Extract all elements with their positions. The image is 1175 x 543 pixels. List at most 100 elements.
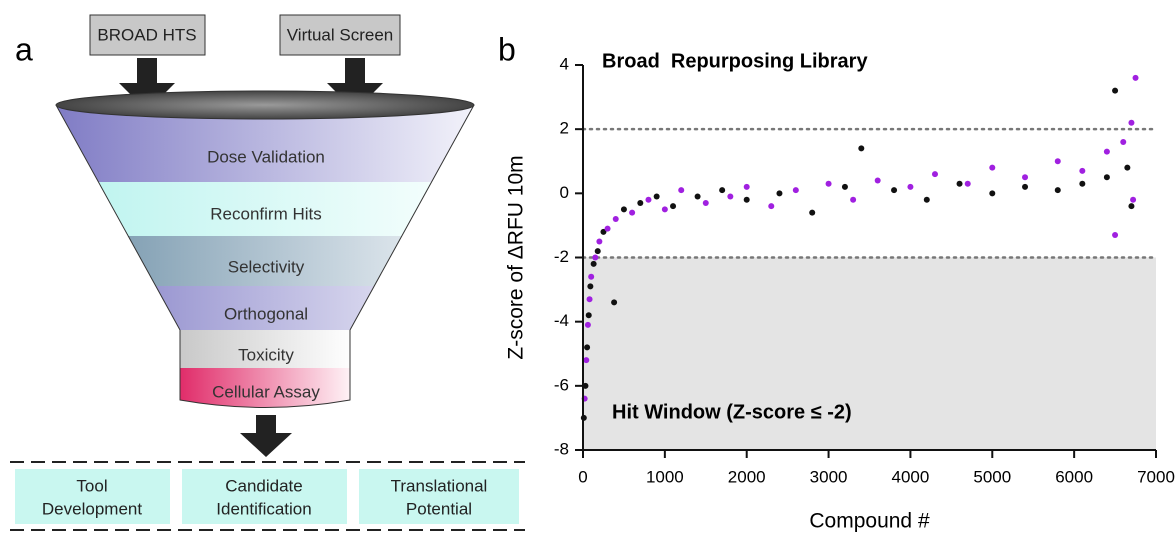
point xyxy=(1120,139,1126,145)
x-tick-label: 5000 xyxy=(973,467,1011,486)
point xyxy=(858,145,864,151)
point xyxy=(826,181,832,187)
y-tick-label: -8 xyxy=(554,439,569,458)
point xyxy=(793,187,799,193)
point xyxy=(654,194,660,200)
point xyxy=(924,197,930,203)
point xyxy=(768,203,774,209)
x-axis-label: Compound # xyxy=(809,510,930,533)
point xyxy=(1112,88,1118,94)
y-tick-label: -6 xyxy=(554,375,569,394)
point xyxy=(1128,120,1134,126)
figure: a BROAD HTS Virtual Screen Dose Validati… xyxy=(0,0,1175,538)
point xyxy=(595,248,601,254)
point xyxy=(1124,165,1130,171)
point xyxy=(678,187,684,193)
point xyxy=(670,203,676,209)
point xyxy=(1112,232,1118,238)
x-tick-label: 4000 xyxy=(892,467,930,486)
point xyxy=(695,194,701,200)
input-label: Virtual Screen xyxy=(287,25,393,44)
outcome-label: Candidate xyxy=(225,476,303,495)
point xyxy=(875,178,881,184)
outcome-label: Translational xyxy=(391,476,488,495)
point xyxy=(727,194,733,200)
point xyxy=(1022,174,1028,180)
point xyxy=(587,296,593,302)
outcome-label: Development xyxy=(42,499,142,518)
point xyxy=(586,312,592,318)
point xyxy=(645,197,651,203)
point xyxy=(989,190,995,196)
point xyxy=(584,344,590,350)
x-tick-label: 7000 xyxy=(1137,467,1175,486)
funnel-top xyxy=(56,91,474,119)
point xyxy=(703,200,709,206)
y-axis-label: Z-score of ΔRFU 10m xyxy=(505,155,528,359)
panel-label: b xyxy=(498,31,516,67)
point xyxy=(1128,203,1134,209)
point xyxy=(585,322,591,328)
point xyxy=(637,200,643,206)
y-tick-label: -2 xyxy=(554,247,569,266)
point xyxy=(1133,75,1139,81)
point xyxy=(1022,184,1028,190)
point xyxy=(965,181,971,187)
stage-label: Selectivity xyxy=(228,257,305,276)
point xyxy=(629,210,635,216)
point xyxy=(583,357,589,363)
y-tick-label: 4 xyxy=(560,54,569,73)
point xyxy=(1055,187,1061,193)
y-tick-label: 2 xyxy=(560,119,569,138)
point xyxy=(611,299,617,305)
chart-title: Broad Repurposing Library xyxy=(602,50,868,72)
point xyxy=(1104,174,1110,180)
outcome-label: Potential xyxy=(406,499,472,518)
point xyxy=(621,206,627,212)
outcome-label: Identification xyxy=(216,499,311,518)
point xyxy=(1130,197,1136,203)
annotation: Hit Window (Z-score ≤ -2) xyxy=(612,401,852,423)
point xyxy=(744,197,750,203)
input-label: BROAD HTS xyxy=(97,25,196,44)
point xyxy=(662,206,668,212)
stage-label: Orthogonal xyxy=(224,304,308,323)
x-tick-label: 2000 xyxy=(728,467,766,486)
point xyxy=(1079,168,1085,174)
point xyxy=(591,261,597,267)
point xyxy=(719,187,725,193)
funnel-cylinder xyxy=(178,330,353,418)
point xyxy=(989,165,995,171)
point xyxy=(1079,181,1085,187)
y-tick-label: -4 xyxy=(554,311,569,330)
point xyxy=(592,255,598,261)
point xyxy=(809,210,815,216)
stage-label: Cellular Assay xyxy=(212,382,320,401)
stage-label: Reconfirm Hits xyxy=(210,204,321,223)
point xyxy=(596,238,602,244)
point xyxy=(891,187,897,193)
x-tick-label: 0 xyxy=(578,467,587,486)
arrow xyxy=(240,415,292,457)
point xyxy=(744,184,750,190)
point xyxy=(1055,158,1061,164)
point xyxy=(605,226,611,232)
point xyxy=(776,190,782,196)
y-tick-label: 0 xyxy=(560,183,569,202)
point xyxy=(907,184,913,190)
panel-label: a xyxy=(15,31,33,67)
funnel-diagram: a BROAD HTS Virtual Screen Dose Validati… xyxy=(10,15,525,530)
point xyxy=(1104,149,1110,155)
point xyxy=(850,197,856,203)
point xyxy=(957,181,963,187)
point xyxy=(932,171,938,177)
point xyxy=(613,216,619,222)
point xyxy=(588,274,594,280)
stage-label: Toxicity xyxy=(238,345,294,364)
x-tick-label: 1000 xyxy=(646,467,684,486)
point xyxy=(587,283,593,289)
stage-label: Dose Validation xyxy=(207,147,325,166)
x-tick-label: 6000 xyxy=(1055,467,1093,486)
outcome-label: Tool xyxy=(76,476,107,495)
